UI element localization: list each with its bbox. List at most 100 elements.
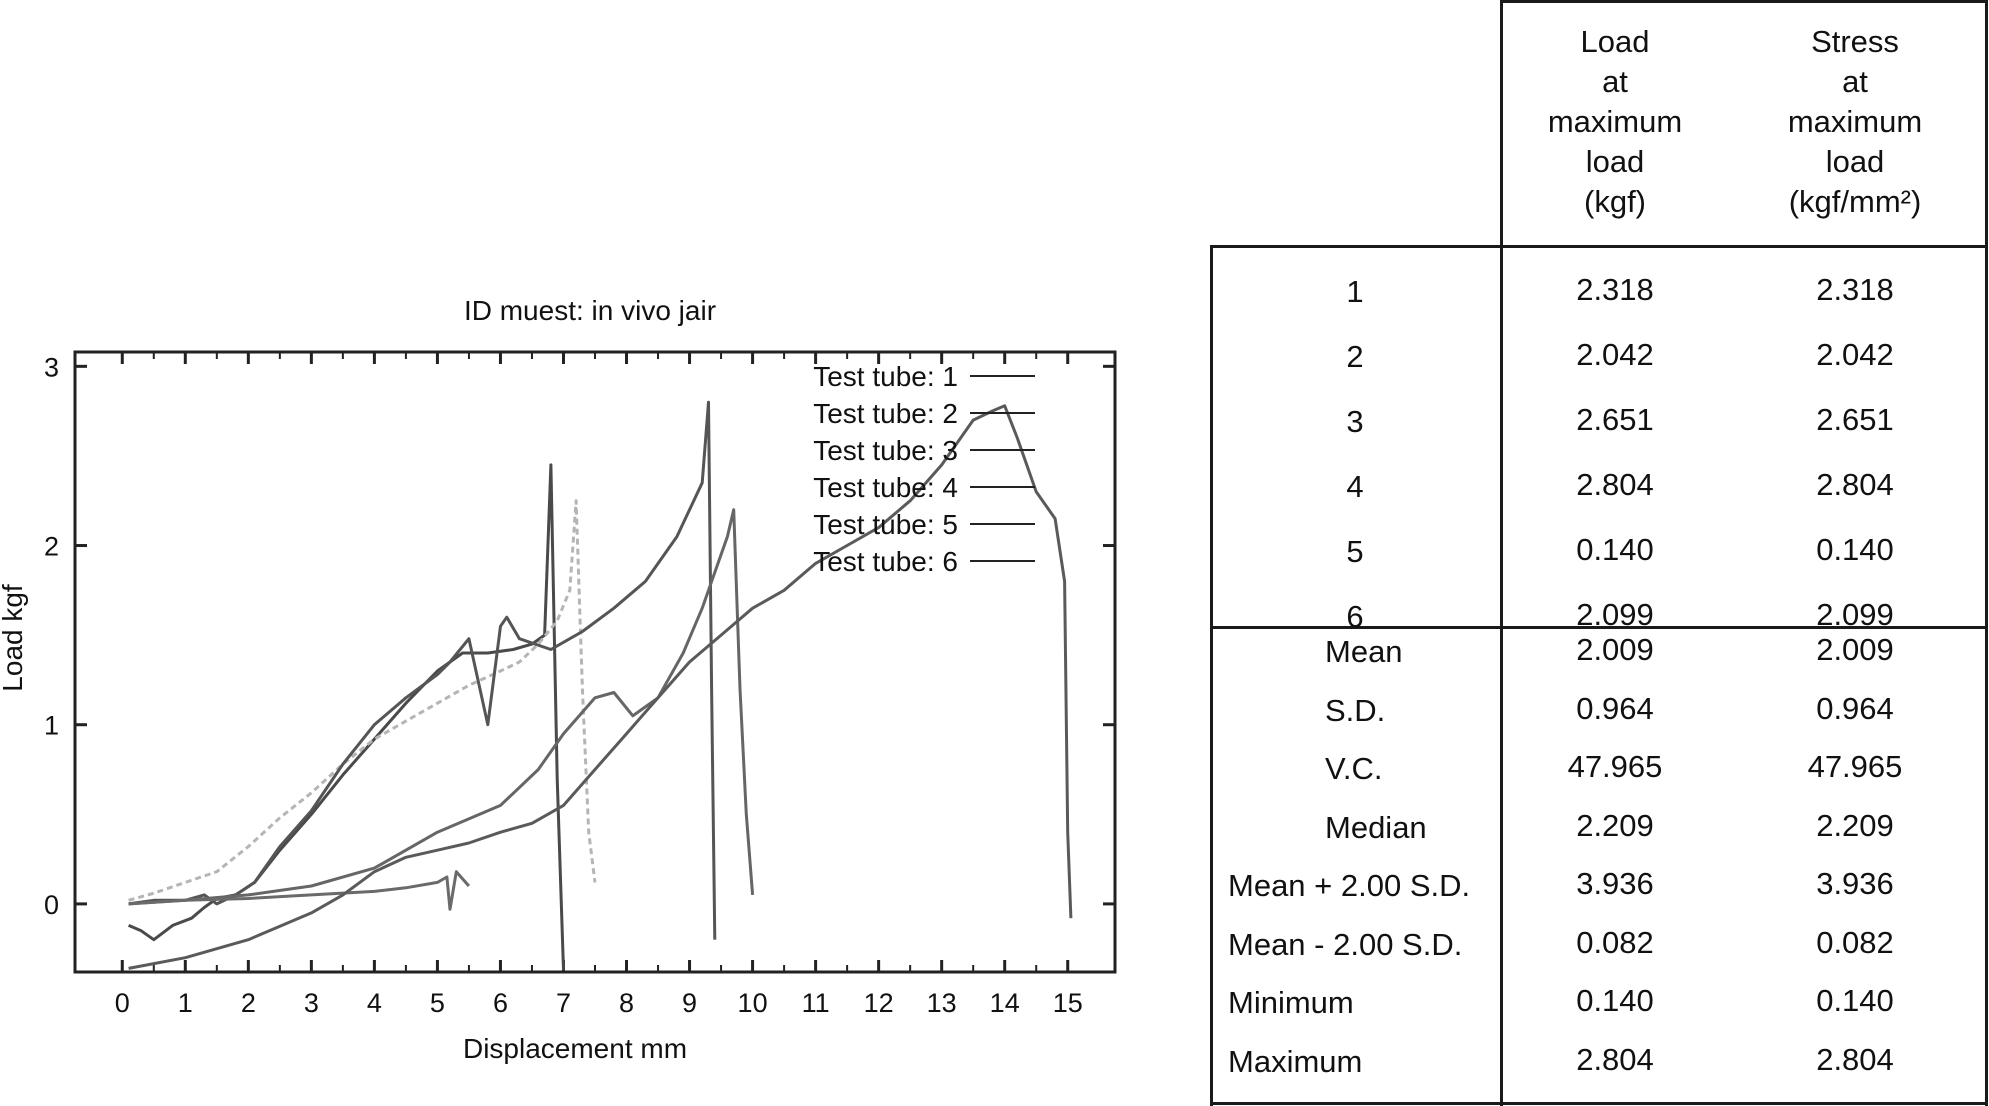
- stat-label: Minimum: [1228, 985, 1354, 1020]
- stat-label: Mean + 2.00 S.D.: [1228, 868, 1471, 903]
- row-load: 2.042: [1576, 337, 1654, 372]
- header-load-line: maximum: [1547, 104, 1683, 139]
- stat-stress: 2.804: [1816, 1041, 1894, 1077]
- stat-label: V.C.: [1325, 751, 1383, 786]
- table-rule: [1210, 245, 1213, 1106]
- series-line-3: [128, 400, 717, 940]
- x-axis: 0 1 2 3 4 5 6 7 8 9 10 11 12 13 14 15: [115, 352, 1083, 1018]
- table-rule: [1500, 0, 1988, 3]
- y-tick-label: 3: [44, 352, 59, 382]
- row-stress: 2.318: [1816, 272, 1894, 307]
- stat-stress: 2.209: [1816, 807, 1894, 843]
- stat-stress: 2.009: [1816, 632, 1894, 667]
- row-stress: 2.042: [1816, 337, 1894, 372]
- header-load-line: load: [1585, 144, 1645, 179]
- row-load: 0.140: [1576, 532, 1654, 567]
- row-label: 6: [1346, 599, 1364, 634]
- x-tick-label: 5: [430, 988, 445, 1018]
- y-axis: 0 1 2 3: [44, 352, 1115, 920]
- table-rule: [1500, 0, 1503, 1106]
- row-load: 2.099: [1576, 597, 1654, 632]
- stat-stress: 3.936: [1816, 866, 1894, 901]
- table-rule: [1210, 626, 1988, 629]
- row-label: 4: [1346, 469, 1364, 504]
- stat-label: Mean: [1325, 634, 1403, 669]
- header-stress-line: at: [1842, 64, 1868, 99]
- row-stress: 2.651: [1816, 402, 1894, 437]
- x-tick-label: 15: [1053, 988, 1083, 1018]
- stat-load: 0.964: [1576, 690, 1654, 726]
- header-stress-line: (kgf/mm²): [1788, 184, 1922, 219]
- stat-load: 2.804: [1576, 1041, 1654, 1077]
- x-tick-label: 2: [241, 988, 256, 1018]
- x-tick-label: 12: [864, 988, 894, 1018]
- row-stress: 2.099: [1816, 597, 1894, 632]
- row-stress: 2.804: [1816, 467, 1894, 502]
- x-tick-label: 0: [115, 988, 130, 1018]
- y-axis-label: Load kgf: [0, 584, 28, 692]
- x-tick-label: 3: [304, 988, 319, 1018]
- x-axis-label: Displacement mm: [463, 1033, 687, 1064]
- stat-stress: 0.082: [1816, 924, 1894, 960]
- series-line-2: [128, 499, 597, 902]
- stat-stress: 0.964: [1816, 690, 1894, 726]
- stat-stress: 47.965: [1807, 749, 1903, 784]
- row-label: 2: [1346, 339, 1364, 374]
- chart: ID muest: in vivo jair 0 1 2 3 4 5 6 7 8 9 10 11 12 1…: [0, 295, 1117, 1064]
- x-tick-label: 8: [619, 988, 634, 1018]
- header-load: Load at maximum load (kgf): [1505, 22, 1725, 222]
- legend: Test tube: 1 Test tube: 2 Test tube: 3 Test…: [813, 361, 1035, 577]
- stat-label: Maximum: [1228, 1043, 1363, 1079]
- series-line-5: [128, 870, 471, 911]
- header-load-line: Load: [1580, 24, 1650, 59]
- header-stress: Stress at maximum load (kgf/mm²): [1745, 22, 1965, 222]
- header-stress-line: Stress: [1811, 24, 1899, 59]
- table-rule: [1210, 1102, 1988, 1105]
- x-tick-label: 4: [367, 988, 382, 1018]
- row-load: 2.318: [1576, 272, 1654, 307]
- header-stress-line: maximum: [1787, 104, 1923, 139]
- x-tick-label: 1: [178, 988, 193, 1018]
- y-tick-label: 1: [44, 711, 59, 741]
- row-load: 2.651: [1576, 402, 1654, 437]
- x-tick-label: 11: [802, 988, 830, 1018]
- results-table: Load at maximum load (kgf) Stress at maximum loa…: [1210, 0, 1989, 1106]
- row-label: 5: [1346, 534, 1364, 569]
- legend-label-1: Test tube: 1: [813, 361, 958, 392]
- row-label: 1: [1346, 274, 1364, 309]
- x-tick-label: 13: [927, 988, 957, 1018]
- row-stress: 0.140: [1816, 532, 1894, 567]
- y-tick-label: 0: [44, 890, 59, 920]
- stat-load: 2.009: [1576, 632, 1654, 667]
- row-label: 3: [1346, 404, 1364, 439]
- table-rule: [1985, 0, 1988, 1106]
- stat-load: 47.965: [1567, 749, 1663, 784]
- header-load-line: at: [1602, 64, 1628, 99]
- x-tick-label: 14: [990, 988, 1020, 1018]
- x-tick-label: 10: [738, 988, 768, 1018]
- stat-label: S.D.: [1325, 692, 1386, 728]
- legend-label-3: Test tube: 3: [813, 435, 958, 466]
- header-load-line: (kgf): [1584, 184, 1646, 219]
- stat-label: Median: [1325, 809, 1427, 845]
- series-line-4: [128, 508, 755, 906]
- legend-label-2: Test tube: 2: [813, 398, 958, 429]
- x-tick-label: 6: [493, 988, 508, 1018]
- stat-load: 0.140: [1576, 983, 1654, 1018]
- stat-label: Mean - 2.00 S.D.: [1228, 926, 1463, 962]
- stat-load: 0.082: [1576, 924, 1654, 960]
- series-line-1: [128, 463, 565, 971]
- x-tick-label: 7: [556, 988, 571, 1018]
- stat-load: 2.209: [1576, 807, 1654, 843]
- legend-label-5: Test tube: 5: [813, 509, 958, 540]
- stat-stress: 0.140: [1816, 983, 1894, 1018]
- y-tick-label: 2: [44, 532, 59, 562]
- stat-load: 3.936: [1576, 866, 1654, 901]
- header-stress-line: load: [1825, 144, 1885, 179]
- legend-label-4: Test tube: 4: [813, 472, 958, 503]
- series-line-6: [128, 404, 1073, 970]
- chart-title: ID muest: in vivo jair: [464, 295, 716, 326]
- x-tick-label: 9: [682, 988, 697, 1018]
- table-rule: [1210, 245, 1988, 248]
- legend-label-6: Test tube: 6: [813, 546, 958, 577]
